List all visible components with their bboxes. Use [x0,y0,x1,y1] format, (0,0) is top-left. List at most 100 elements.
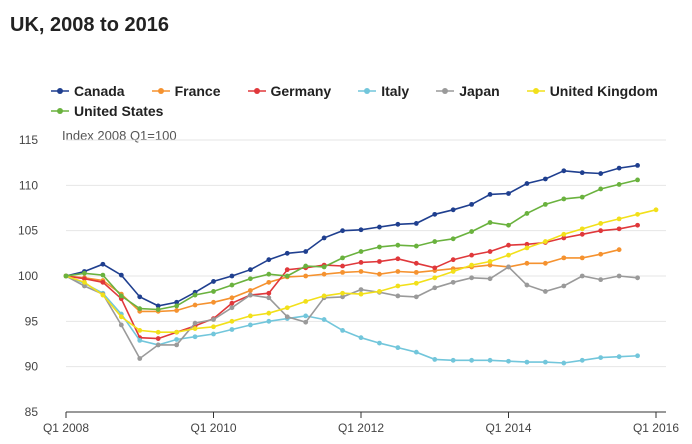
data-point-united-states [63,273,69,279]
data-point-united-states [413,243,419,249]
y-tick-label: 115 [19,133,38,147]
data-point-france [247,288,253,293]
data-point-france [487,262,493,268]
data-point-japan [192,320,198,326]
data-point-germany [469,252,475,258]
data-point-canada [450,207,456,213]
data-point-italy [303,313,309,319]
data-point-united-kingdom [542,239,548,244]
x-tick-label: Q1 2008 [43,421,89,435]
data-point-italy [635,353,640,359]
data-point-germany [450,257,456,263]
chart-legend: Canada France Germany Italy Japan United King… [50,82,690,120]
data-point-united-states [616,182,622,187]
data-point-united-kingdom [192,326,198,331]
data-point-canada [542,176,548,182]
y-tick-label: 90 [25,360,39,374]
data-point-italy [413,349,419,355]
data-point-united-kingdom [377,289,382,294]
data-point-italy [395,345,401,351]
series-line-italy [65,275,638,364]
data-point-united-kingdom [413,280,419,286]
data-point-canada [266,257,272,263]
data-point-italy [487,357,493,363]
data-point-germany [284,267,290,273]
data-point-canada [229,273,235,279]
data-point-japan [450,279,456,285]
data-point-canada [303,249,309,254]
data-point-united-states [247,276,253,282]
legend-swatch-united-kingdom [526,88,545,94]
data-point-canada [155,303,161,309]
data-point-united-states [635,177,640,183]
data-point-italy [229,327,235,332]
data-point-japan [413,294,419,300]
data-point-france [340,269,345,275]
data-point-united-kingdom [506,252,511,258]
data-point-united-kingdom [118,314,124,320]
data-point-canada [579,170,585,176]
data-point-canada [174,299,180,305]
data-point-italy [616,354,622,360]
data-point-japan [542,289,548,294]
series-line-united-states [65,179,638,311]
legend-item-japan: Japan [435,82,500,100]
data-point-france [321,271,327,277]
data-point-italy [321,317,327,322]
data-point-germany [432,265,438,271]
legend-swatch-france [151,88,170,94]
legend-label: Japan [459,83,500,99]
data-point-france [616,247,622,253]
x-tick-label: Q1 2012 [338,421,384,435]
data-point-united-states [524,211,530,216]
data-point-united-kingdom [321,293,327,299]
data-point-united-kingdom [100,292,106,298]
data-point-italy [137,337,143,343]
data-point-united-kingdom [450,269,456,274]
data-point-germany [229,300,235,306]
data-point-united-states [358,249,364,254]
series-line-japan [65,265,638,360]
data-point-italy [358,335,364,341]
data-point-canada [524,181,530,186]
data-point-united-kingdom [395,283,401,289]
data-point-united-states [137,306,143,312]
legend-label: Italy [381,83,410,99]
data-point-germany [579,231,585,237]
data-point-japan [579,273,585,279]
data-point-japan [266,295,272,301]
data-point-canada [211,279,216,284]
data-point-germany [358,260,364,265]
data-point-japan [432,285,438,291]
data-point-canada [598,171,604,176]
data-point-canada [616,165,622,171]
legend-label: United States [74,103,164,119]
data-point-germany [266,290,272,296]
legend-label: Germany [270,83,332,99]
data-point-canada [395,221,401,227]
data-point-united-states [284,273,290,279]
y-tick-label: 110 [19,178,38,192]
data-point-japan [395,293,401,299]
data-point-canada [432,211,438,217]
data-point-italy [174,337,180,342]
data-point-japan [229,305,235,311]
data-point-italy [266,318,272,324]
data-point-italy [506,358,511,364]
x-tick-label: Q1 2016 [633,421,679,435]
x-tick-label: Q1 2014 [485,421,531,435]
data-point-japan [469,275,475,281]
data-point-united-states [395,242,401,248]
legend-label: United Kingdom [549,83,658,99]
legend-label: Canada [74,83,125,99]
data-point-japan [137,356,143,361]
data-point-united-kingdom [598,221,604,226]
series-line-canada [65,164,638,307]
legend-swatch-united-states [51,108,69,114]
data-point-united-kingdom [284,305,290,311]
data-point-france [174,308,180,313]
data-point-italy [524,359,530,365]
data-point-canada [377,224,382,230]
data-point-united-kingdom [561,231,567,237]
legend-swatch-germany [247,88,266,94]
